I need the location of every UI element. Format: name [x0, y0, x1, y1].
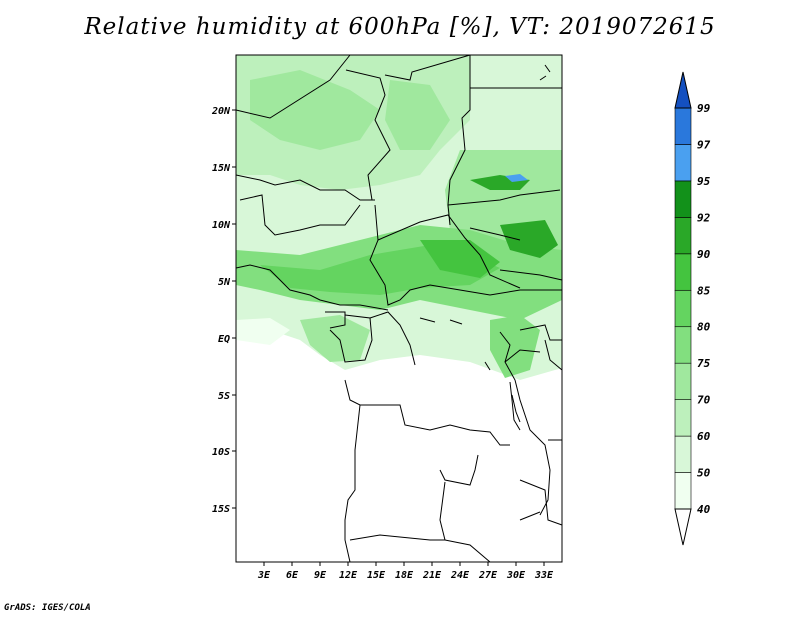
- humidity-field: [236, 55, 562, 380]
- country-borders: [235, 54, 563, 563]
- colorbar-box: [674, 144, 692, 182]
- lat-label: 10S: [212, 447, 230, 458]
- colorbar-box: [674, 180, 692, 218]
- lat-label: 15S: [212, 504, 230, 515]
- lat-label: 5S: [218, 391, 230, 402]
- colorbar-label: 50: [697, 467, 711, 480]
- colorbar-box: [674, 326, 692, 364]
- lon-label: 24E: [450, 570, 470, 581]
- lon-ticks: [263, 562, 545, 566]
- colorbar-box: [674, 435, 692, 473]
- lon-label: 21E: [422, 570, 442, 581]
- colorbar-label: 85: [697, 284, 711, 297]
- colorbar-box: [674, 217, 692, 255]
- lon-label: 3E: [257, 570, 271, 581]
- colorbar-box: [674, 289, 692, 328]
- colorbar-label: 90: [697, 248, 711, 261]
- lon-label: 33E: [534, 570, 554, 581]
- colorbar-label: 99: [697, 102, 711, 115]
- map-title: Relative humidity at 600hPa [%], VT: 201…: [84, 14, 716, 40]
- lon-label: 12E: [339, 570, 358, 581]
- colorbar: 40 50 60 70 75 80 85 90 92 95 97 99: [674, 71, 711, 546]
- colorbar-label: 95: [697, 175, 711, 188]
- lon-label: 30E: [506, 570, 526, 581]
- map-frame: [235, 54, 563, 563]
- lat-ticks: [232, 109, 236, 509]
- colorbar-bottom-arrow: [674, 508, 692, 546]
- colorbar-label: 80: [697, 321, 711, 334]
- colorbar-label: 40: [697, 503, 711, 516]
- colorbar-box: [674, 472, 692, 510]
- lon-label: 9E: [314, 570, 327, 581]
- colorbar-label: 97: [697, 138, 711, 151]
- lat-label: EQ: [218, 334, 230, 345]
- lat-label: 15N: [212, 163, 231, 174]
- map-area: [235, 54, 563, 563]
- colorbar-box: [674, 253, 692, 291]
- colorbar-box: [674, 399, 692, 437]
- lat-label: 5N: [218, 277, 231, 288]
- grads-credit: GrADS: IGES/COLA: [4, 603, 91, 613]
- colorbar-box: [674, 107, 692, 145]
- lat-labels: 20N 15N 10N 5N EQ 5S 10S 15S: [211, 106, 231, 515]
- colorbar-label: 75: [697, 357, 711, 370]
- colorbar-top-arrow: [674, 71, 692, 109]
- colorbar-label: 92: [697, 211, 711, 224]
- lat-label: 10N: [212, 220, 231, 231]
- colorbar-label: 60: [697, 430, 711, 443]
- lon-label: 27E: [478, 570, 498, 581]
- colorbar-box: [674, 362, 692, 400]
- lon-label: 18E: [395, 570, 414, 581]
- lon-label: 15E: [367, 570, 386, 581]
- lat-label: 20N: [211, 106, 231, 117]
- colorbar-label: 70: [697, 394, 711, 407]
- lon-labels: 3E 6E 9E 12E 15E 18E 21E 24E 27E 30E 33E: [257, 570, 554, 581]
- lon-label: 6E: [286, 570, 299, 581]
